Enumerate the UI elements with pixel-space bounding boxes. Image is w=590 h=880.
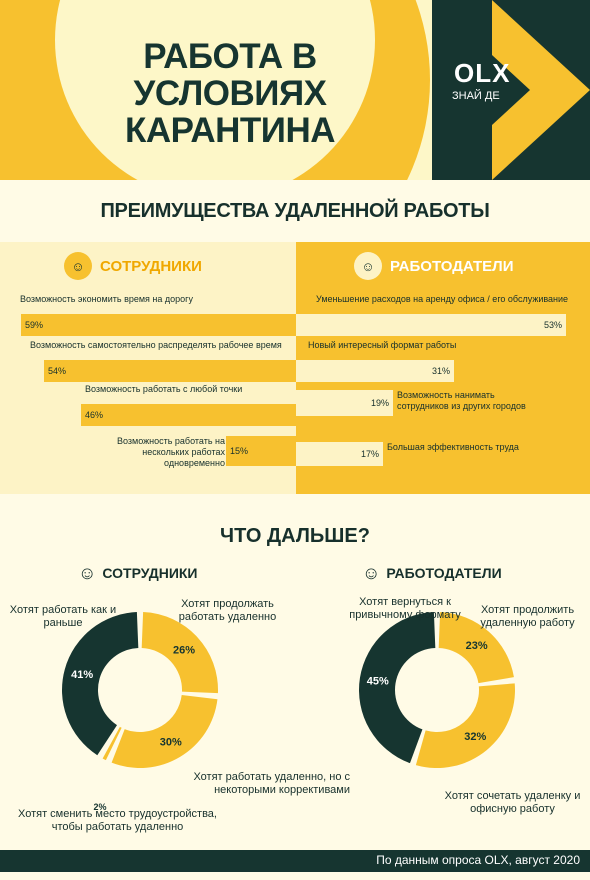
employer-avatar-icon: ☺ — [354, 252, 382, 280]
hero-sun-inner — [55, 0, 375, 180]
employees-header: ☺ СОТРУДНИКИ — [64, 250, 202, 282]
employee-bar-label: Возможность работать с любой точки — [85, 384, 243, 394]
employee-bar: 15% — [226, 436, 296, 466]
employees-donut-pct-label: 2% — [93, 802, 106, 812]
employers-donut-slice — [438, 612, 514, 684]
employer-bar-label: Уменьшение расходов на аренду офиса / ег… — [316, 294, 569, 304]
employee-bar-label: Возможность работать на нескольких работ… — [116, 436, 225, 468]
employers-donut-pct-label: 23% — [466, 640, 488, 652]
employee-bar: 59% — [21, 314, 296, 336]
employers-donut-pct-label: 32% — [464, 731, 486, 743]
employees-header-label: СОТРУДНИКИ — [100, 257, 202, 275]
employees-donut-pct-label: 30% — [160, 736, 182, 748]
employers-donut-category: Хотят сочетать удаленку и офисную работу — [444, 790, 581, 815]
employee-bar: 46% — [81, 404, 296, 426]
brand-tagline: ЗНАЙ ДЕ — [452, 90, 500, 102]
employee-avatar-icon: ☺ — [64, 252, 92, 280]
employees-donut-category: Хотят сменить место трудоустройства, что… — [18, 808, 217, 833]
brand-panel: OLX ЗНАЙ ДЕ — [432, 0, 590, 180]
donut-charts: 26% 30% 2% 41% 23% 32% 45% — [62, 612, 515, 812]
employers-subheader: ☺ РАБОТОДАТЕЛИ — [362, 560, 502, 586]
employers-header-label: РАБОТОДАТЕЛИ — [390, 257, 514, 275]
employers-donut-slice — [359, 612, 436, 764]
olx-logo: OLX — [454, 58, 511, 88]
employee-bar-label: Возможность экономить время на дорогу — [20, 294, 193, 304]
employers-subheader-label: РАБОТОДАТЕЛИ — [386, 565, 502, 581]
employee-bar: 54% — [44, 360, 296, 382]
play-triangle-inner — [492, 55, 530, 125]
employees-donut-slice — [102, 726, 122, 761]
employers-donut-category: Хотят продолжить удаленную работу — [480, 604, 575, 629]
employers-donut-category: Хотят вернуться к привычному формату — [349, 596, 461, 621]
hero-title: РАБОТА В УСЛОВИЯХ КАРАНТИНА — [124, 37, 336, 150]
employer-bar: 19% — [296, 390, 393, 416]
employer-bar-label: Возможность нанимать сотрудников из друг… — [397, 390, 526, 411]
employees-donut-category: Хотят работать как и раньше — [9, 604, 117, 629]
employer-bar-label: Новый интересный формат работы — [308, 340, 457, 350]
footer-source: По данным опроса OLX, август 2020 — [0, 850, 590, 872]
section-title-advantages: ПРЕИМУЩЕСТВА УДАЛЕННОЙ РАБОТЫ — [100, 200, 490, 222]
employer-bar: 31% — [296, 360, 454, 382]
employers-header: ☺ РАБОТОДАТЕЛИ — [354, 250, 513, 282]
employees-donut-slice — [62, 612, 139, 756]
employer-person-icon: ☺ — [362, 562, 381, 583]
employer-bar: 17% — [296, 442, 383, 466]
employees-donut-pct-label: 26% — [173, 644, 195, 656]
employers-donut-pct-label: 45% — [367, 676, 389, 688]
employees-donut-slice — [111, 695, 218, 768]
employer-bar: 53% — [296, 314, 566, 336]
section-title-whats-next: ЧТО ДАЛЬШЕ? — [220, 525, 370, 547]
employees-subheader-label: СОТРУДНИКИ — [102, 565, 198, 581]
employers-donut-slice — [415, 683, 515, 768]
employee-bar-label: Возможность самостоятельно распределять … — [30, 340, 282, 350]
employees-donut-pct-label: 41% — [71, 669, 93, 681]
employer-bar-label: Большая эффективность труда — [387, 442, 519, 452]
employees-donut-slice — [141, 612, 218, 694]
employees-subheader: ☺ СОТРУДНИКИ — [78, 560, 198, 586]
employee-person-icon: ☺ — [78, 562, 97, 583]
employees-donut-category: Хотят продолжать работать удаленно — [178, 598, 277, 623]
employees-donut-category: Хотят работать удаленно, но с некоторыми… — [193, 771, 350, 796]
